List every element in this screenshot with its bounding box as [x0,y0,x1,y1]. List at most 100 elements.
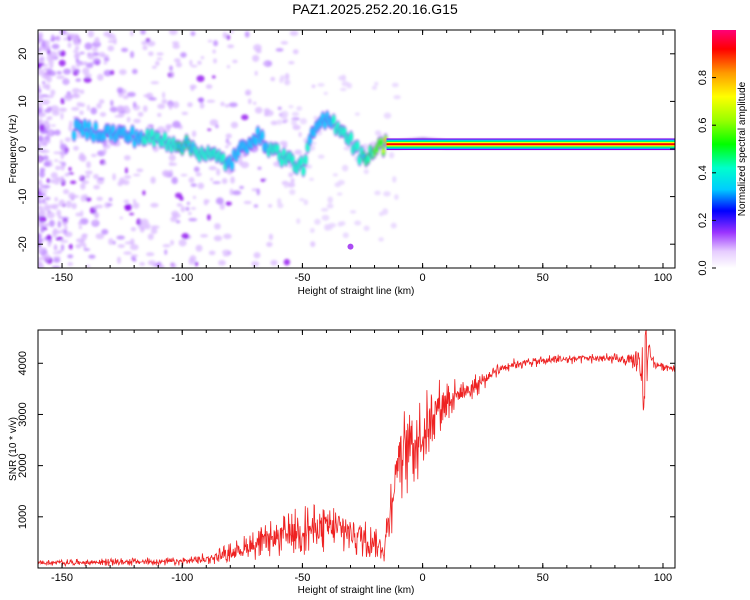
noise-blob [75,243,82,249]
noise-blob [390,222,397,229]
snr-frame [37,329,676,569]
noise-blob [199,102,205,109]
colorbar-tick-label: 0.6 [697,118,709,133]
noise-blob [171,162,177,166]
y-tick-label: -20 [17,236,29,252]
noise-blob [126,92,136,98]
noise-blob [226,34,231,40]
noise-blob [54,159,59,162]
x-tick-label: -100 [171,572,193,584]
noise-blob [192,195,197,199]
ridge-mid [85,129,90,140]
noise-blob [178,239,187,247]
noise-blob [90,107,98,115]
noise-blob [142,190,146,196]
noise-blob [39,189,48,193]
noise-blob [123,251,132,255]
noise-blob [284,72,290,80]
noise-blob [229,188,234,196]
noise-blob [280,110,289,118]
noise-blob [121,47,129,53]
noise-blob [56,209,62,217]
y-tick-label: 4000 [17,351,29,375]
noise-blob [172,101,180,109]
noise-blob [283,183,289,189]
noise-blob [239,185,245,190]
noise-blob [44,223,50,227]
noise-blob [378,237,384,242]
noise-blob [375,132,383,136]
noise-blob [55,165,61,171]
noise-blob [338,75,346,81]
noise-blob [198,97,204,104]
noise-blob [44,196,51,201]
noise-blob [86,264,91,268]
noise-blob [67,172,74,175]
noise-blob [205,84,213,89]
noise-blob [288,172,294,178]
noise-blob [312,141,317,145]
noise-blob [56,71,62,75]
noise-blob [193,166,200,173]
noise-blob [170,239,174,246]
noise-blob [59,50,66,57]
noise-blob [73,145,79,151]
noise-blob [140,30,146,35]
noise-blob [156,52,164,56]
x-tick-label: 0 [420,272,426,284]
noise-blob [38,257,44,261]
noise-blob [220,101,225,107]
noise-blob [55,236,64,241]
noise-blob [94,36,100,45]
noise-blob [253,252,261,259]
noise-blob [354,220,362,226]
noise-blob [155,60,160,66]
noise-blob [277,203,284,209]
noise-blob [147,260,157,266]
y-tick-label: 3000 [17,402,29,426]
noise-blob [93,173,99,180]
noise-blob [188,257,195,266]
noise-blob [71,107,80,111]
noise-blob [99,112,107,117]
noise-blob [64,231,73,238]
isolated-blob [347,243,354,250]
noise-blob [60,112,64,120]
noise-blob [85,62,94,69]
noise-blob [92,220,98,225]
noise-blob [96,103,102,109]
noise-blob [64,172,70,177]
noise-blob [88,254,96,259]
noise-blob [161,99,168,105]
noise-blob [172,43,180,49]
noise-blob [222,31,228,39]
noise-blob [107,39,117,43]
noise-blob [53,151,62,155]
noise-blob [143,94,151,98]
ridge-mid [260,130,265,141]
noise-blob [124,241,134,245]
noise-blob [58,59,66,67]
noise-blob [131,254,139,258]
noise-blob [279,77,284,84]
x-tick-label: 50 [537,272,549,284]
noise-blob [40,142,48,146]
noise-blob [40,225,45,229]
noise-blob [188,177,195,183]
noise-blob [80,183,86,190]
noise-blob [191,130,197,138]
noise-blob [180,173,188,177]
noise-blob [323,91,328,95]
noise-blob [73,39,78,45]
noise-blob [277,106,282,110]
noise-blob [224,103,230,108]
colorbar: 0.0 0.2 0.4 0.6 0.8 Normalized spectral ampl… [697,30,748,276]
noise-blob [225,201,232,206]
ridge-mid [348,132,353,143]
noise-blob [171,41,180,45]
noise-blob [311,84,316,88]
noise-blob [112,240,116,245]
x-tick-label: -50 [294,272,310,284]
noise-blob [299,198,305,202]
noise-blob [123,199,130,204]
